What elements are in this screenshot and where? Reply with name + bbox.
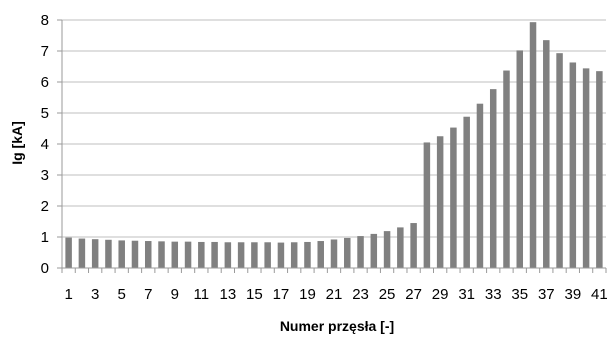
bar (290, 242, 298, 268)
bar (344, 237, 351, 268)
y-tick-label: 1 (41, 229, 49, 246)
bar (503, 70, 510, 268)
x-tick-label: 29 (432, 286, 449, 303)
bar (489, 89, 497, 268)
bar (410, 223, 417, 268)
x-tick-label: 1 (64, 286, 72, 303)
x-tick-label: 27 (405, 286, 422, 303)
x-tick-label: 33 (485, 286, 502, 303)
bar (304, 241, 311, 268)
bar (184, 241, 192, 268)
bar (596, 71, 603, 269)
bar (277, 242, 285, 268)
bar (582, 68, 590, 268)
x-tick-label: 35 (511, 286, 528, 303)
bar (118, 240, 125, 268)
x-tick-label: 5 (118, 286, 126, 303)
bar (65, 237, 72, 268)
bar (211, 241, 218, 268)
y-tick-label: 8 (41, 12, 49, 29)
bar (171, 241, 179, 268)
bar (423, 142, 431, 268)
bar (105, 239, 112, 268)
bar (543, 40, 550, 269)
x-tick-label: 3 (91, 286, 99, 303)
bar (264, 242, 271, 268)
x-tick-label: 17 (273, 286, 290, 303)
x-tick-labels: 1 3 5 7 9 11 13 15 17 19 21 23 25 27 29 31 33 35 37 39 41 (64, 286, 607, 303)
x-tick-label: 9 (171, 286, 179, 303)
x-tick-label: 39 (564, 286, 581, 303)
bar (569, 62, 577, 268)
bar (436, 136, 444, 268)
y-tick-label: 6 (41, 74, 49, 91)
y-axis-title: Ig [kA] (9, 121, 25, 165)
bar (198, 241, 205, 268)
bar (158, 241, 165, 268)
bar (317, 241, 324, 268)
bar (529, 22, 537, 269)
bar (556, 53, 563, 268)
bar (370, 233, 378, 268)
bar (516, 50, 524, 268)
gridlines (62, 19, 606, 238)
bar (450, 127, 457, 268)
bar (144, 241, 152, 268)
y-tick-label: 5 (41, 105, 49, 122)
bar (463, 116, 470, 268)
y-tick-label: 4 (41, 136, 49, 153)
y-tick-labels: 0 1 2 3 4 5 6 7 8 (41, 12, 49, 277)
x-tick-label: 21 (326, 286, 343, 303)
x-tick-label: 15 (246, 286, 263, 303)
axes (57, 19, 607, 273)
x-tick-label: 19 (299, 286, 316, 303)
x-tick-label: 25 (379, 286, 396, 303)
bar (251, 242, 258, 268)
bar (476, 103, 484, 268)
x-tick-label: 37 (538, 286, 555, 303)
bar (330, 239, 338, 268)
x-tick-label: 7 (144, 286, 152, 303)
y-tick-label: 3 (41, 167, 49, 184)
x-tick-label: 13 (220, 286, 237, 303)
bar (383, 231, 391, 268)
bar (397, 227, 404, 268)
bar (131, 240, 139, 268)
bar (237, 242, 245, 268)
bar (78, 238, 86, 268)
x-tick-label: 31 (458, 286, 475, 303)
x-tick-label: 41 (591, 286, 608, 303)
bar (357, 236, 364, 268)
y-tick-label: 0 (41, 260, 49, 277)
y-tick-label: 7 (41, 43, 49, 60)
bar (91, 239, 99, 268)
bar (224, 242, 232, 268)
bars (65, 22, 603, 269)
x-tick-label: 11 (194, 286, 210, 303)
x-axis-title: Numer przęsła [-] (280, 318, 394, 334)
y-tick-label: 2 (41, 198, 49, 215)
x-tick-label: 23 (352, 286, 369, 303)
